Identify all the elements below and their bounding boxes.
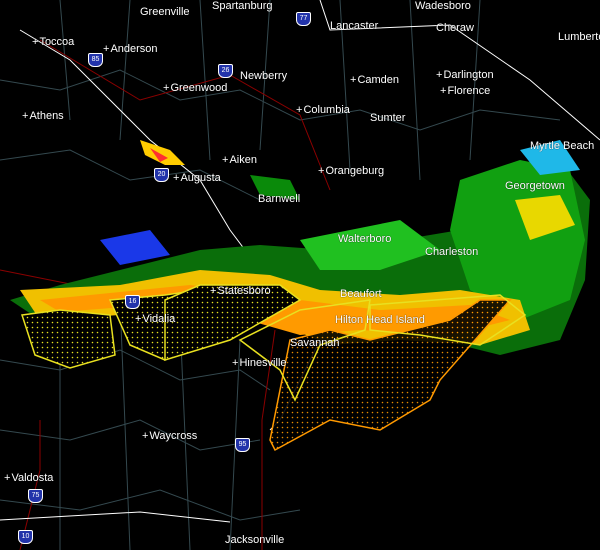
city-vidalia: +Vidalia: [135, 313, 176, 325]
city-statesboro: +Statesboro: [210, 285, 271, 297]
city-cheraw: Cheraw: [436, 22, 474, 34]
city-sumter: Sumter: [370, 112, 406, 124]
city-athens: +Athens: [22, 110, 64, 122]
city-walterboro: Walterboro: [338, 233, 392, 245]
county-lines: [0, 0, 561, 550]
city-darlington: +Darlington: [436, 69, 494, 81]
city-hilton-head-island: Hilton Head Island: [335, 314, 425, 326]
city-jacksonville: Jacksonville: [225, 534, 285, 546]
city-savannah: Savannah: [290, 337, 340, 349]
warning-polygons: [21, 284, 527, 452]
city-hinesville: +Hinesville: [232, 357, 287, 369]
interstate-shield: 77: [296, 12, 311, 26]
city-toccoa: +Toccoa: [32, 36, 75, 48]
city-barnwell: Barnwell: [258, 193, 301, 205]
city-beaufort: Beaufort: [340, 288, 382, 300]
city-aiken: +Aiken: [222, 154, 257, 166]
city-anderson: +Anderson: [103, 43, 158, 55]
city-florence: +Florence: [440, 85, 491, 97]
city-georgetown: Georgetown: [505, 180, 565, 192]
interstate-shield: 95: [235, 438, 250, 452]
city-waycross: +Waycross: [142, 430, 198, 442]
severe-warning-polygon[interactable]: [164, 284, 302, 362]
city-wadesboro: Wadesboro: [415, 0, 471, 12]
city-columbia: +Columbia: [296, 104, 350, 116]
city-camden: +Camden: [350, 74, 400, 86]
city-charleston: Charleston: [425, 246, 479, 258]
city-lancaster: Lancaster: [330, 20, 379, 32]
severe-warning-polygon[interactable]: [369, 294, 527, 346]
severe-warning-polygon[interactable]: [238, 299, 371, 402]
city-lumberton: Lumberton: [558, 31, 600, 43]
interstate-shield: 20: [154, 168, 169, 182]
city-greenwood: +Greenwood: [163, 82, 228, 94]
interstate-shield: 75: [28, 489, 43, 503]
interstate-shield: 85: [88, 53, 103, 67]
interstate-shield: 10: [18, 530, 33, 544]
city-myrtle-beach: Myrtle Beach: [530, 140, 595, 152]
city-spartanburg: Spartanburg: [212, 0, 273, 12]
marine-warning-polygon[interactable]: [269, 299, 512, 452]
interstate-shield: 26: [218, 64, 233, 78]
interstate-shield: 16: [125, 295, 140, 309]
city-greenville: Greenville: [140, 6, 190, 18]
severe-warning-polygon[interactable]: [21, 309, 116, 369]
city-newberry: Newberry: [240, 70, 288, 82]
city-augusta: +Augusta: [173, 172, 221, 184]
city-valdosta: +Valdosta: [4, 472, 54, 484]
city-orangeburg: +Orangeburg: [318, 165, 385, 177]
